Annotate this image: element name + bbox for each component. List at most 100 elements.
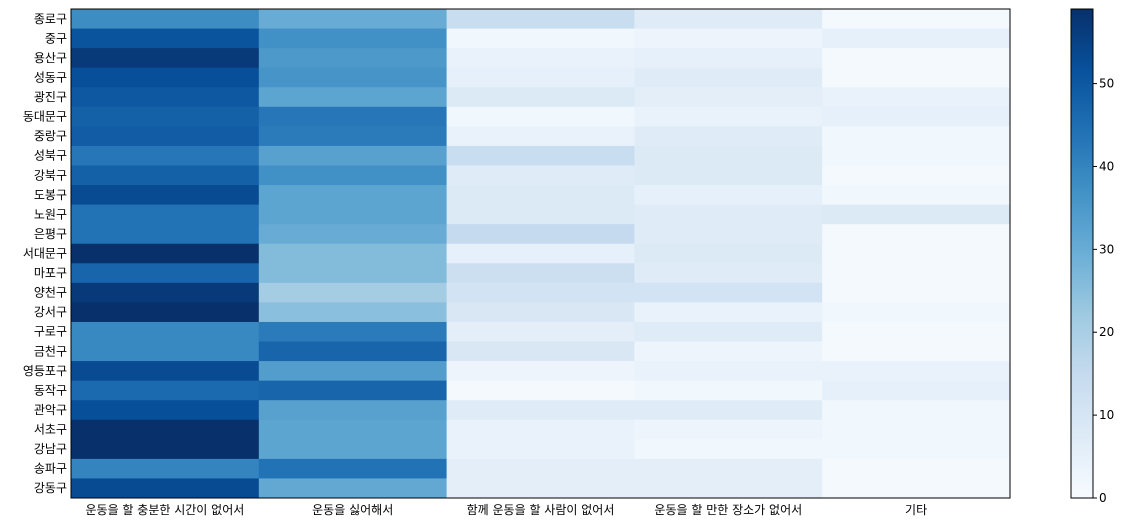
heatmap-cell bbox=[258, 400, 448, 421]
heatmap-cell bbox=[446, 145, 635, 166]
heatmap-cell bbox=[634, 282, 823, 303]
colorbar-tick-label: 50 bbox=[1099, 77, 1114, 91]
heatmap-cell bbox=[446, 400, 635, 421]
heatmap-cell bbox=[634, 341, 823, 362]
heatmap-cell bbox=[71, 67, 260, 88]
heatmap-cell bbox=[634, 224, 823, 245]
heatmap-cell bbox=[71, 48, 260, 69]
heatmap-cell bbox=[822, 478, 1011, 499]
heatmap-cell bbox=[446, 458, 635, 479]
heatmap-cell bbox=[71, 321, 260, 343]
heatmap-cell bbox=[71, 9, 260, 30]
heatmap-cell bbox=[822, 361, 1011, 382]
heatmap-cell bbox=[822, 282, 1011, 303]
heatmap-cell bbox=[446, 87, 635, 108]
y-tick-label: 영등포구 bbox=[23, 364, 67, 378]
heatmap-cell bbox=[71, 145, 260, 166]
y-tick-label: 구로구 bbox=[34, 325, 67, 339]
heatmap-cell bbox=[822, 165, 1011, 186]
heatmap-cell bbox=[71, 302, 260, 323]
heatmap-cell bbox=[446, 126, 635, 147]
heatmap-cell bbox=[71, 341, 260, 362]
y-tick-label: 용산구 bbox=[34, 51, 67, 65]
heatmap-cell bbox=[822, 243, 1011, 264]
heatmap-cell bbox=[71, 419, 260, 440]
heatmap-cell bbox=[446, 341, 635, 362]
heatmap-cell bbox=[634, 106, 823, 127]
heatmap-cell bbox=[822, 341, 1011, 362]
heatmap-cell bbox=[446, 48, 635, 69]
y-tick-label: 성동구 bbox=[34, 70, 67, 84]
heatmap-cell bbox=[71, 361, 260, 382]
heatmap-cell bbox=[71, 87, 260, 108]
heatmap-cell bbox=[634, 321, 823, 343]
y-tick-label: 동작구 bbox=[34, 383, 67, 397]
heatmap-cell bbox=[822, 419, 1011, 440]
y-tick-label: 서초구 bbox=[34, 423, 67, 437]
x-tick-label: 운동을 할 만한 장소가 없어서 bbox=[654, 503, 802, 517]
x-tick-label: 기타 bbox=[905, 503, 927, 517]
heatmap-cell bbox=[71, 126, 260, 147]
y-tick-label: 중랑구 bbox=[34, 129, 67, 143]
heatmap-cell bbox=[446, 204, 635, 225]
heatmap-cell bbox=[258, 282, 448, 303]
heatmap-cell bbox=[258, 185, 448, 206]
heatmap-cell bbox=[258, 380, 448, 401]
heatmap-cell bbox=[446, 419, 635, 440]
y-tick-label: 은평구 bbox=[34, 227, 67, 241]
heatmap-cell bbox=[634, 361, 823, 382]
plot-frame bbox=[70, 8, 1011, 499]
heatmap-cell bbox=[634, 87, 823, 108]
y-tick-label: 종로구 bbox=[34, 12, 67, 26]
y-tick-label: 도봉구 bbox=[34, 188, 67, 202]
heatmap-cell bbox=[258, 439, 448, 460]
heatmap-cell bbox=[258, 243, 448, 264]
heatmap-cell bbox=[446, 165, 635, 186]
heatmap-cell bbox=[258, 478, 448, 499]
y-tick-label: 송파구 bbox=[34, 462, 67, 476]
heatmap-cell bbox=[634, 28, 823, 49]
heatmap-cell bbox=[258, 224, 448, 245]
heatmap-cell bbox=[258, 48, 448, 69]
colorbar-ticks: 0 10 20 30 40 50 bbox=[1093, 77, 1114, 505]
y-tick-label: 중구 bbox=[45, 31, 67, 45]
heatmap-cell bbox=[446, 380, 635, 401]
heatmap-cell bbox=[71, 204, 260, 225]
y-tick-label: 마포구 bbox=[34, 266, 67, 280]
x-tick-label: 함께 운동을 할 사람이 없어서 bbox=[467, 503, 615, 517]
heatmap-cell bbox=[71, 380, 260, 401]
heatmap-cells bbox=[71, 9, 1011, 499]
colorbar-tick-label: 30 bbox=[1099, 242, 1114, 256]
x-axis-labels: 운동을 할 충분한 시간이 없어서 운동을 싫어해서 함께 운동을 할 사람이 없어… bbox=[86, 503, 928, 517]
heatmap-cell bbox=[446, 243, 635, 264]
heatmap-cell bbox=[822, 67, 1011, 88]
heatmap-cell bbox=[634, 400, 823, 421]
y-tick-label: 광진구 bbox=[34, 90, 67, 104]
heatmap-cell bbox=[822, 48, 1011, 69]
y-tick-label: 서대문구 bbox=[23, 247, 67, 261]
heatmap-cell bbox=[71, 282, 260, 303]
heatmap-cell bbox=[71, 106, 260, 127]
colorbar-tick-label: 40 bbox=[1099, 159, 1114, 173]
heatmap-cell bbox=[634, 302, 823, 323]
heatmap-cell bbox=[258, 126, 448, 147]
heatmap-cell bbox=[71, 165, 260, 186]
heatmap-cell bbox=[71, 243, 260, 264]
heatmap-cell bbox=[71, 224, 260, 245]
heatmap-cell bbox=[71, 28, 260, 49]
heatmap-cell bbox=[634, 439, 823, 460]
heatmap-cell bbox=[258, 87, 448, 108]
y-tick-label: 성북구 bbox=[34, 149, 67, 163]
heatmap-cell bbox=[634, 380, 823, 401]
y-axis-labels: 종로구중구용산구성동구광진구동대문구중랑구성북구강북구도봉구노원구은평구서대문구… bbox=[23, 12, 67, 495]
y-tick-label: 관악구 bbox=[34, 403, 67, 417]
heatmap-cell bbox=[446, 224, 635, 245]
heatmap-cell bbox=[258, 302, 448, 323]
heatmap-cell bbox=[446, 263, 635, 284]
heatmap-cell bbox=[446, 478, 635, 499]
y-tick-label: 강남구 bbox=[34, 442, 67, 456]
heatmap-cell bbox=[822, 87, 1011, 108]
y-tick-label: 양천구 bbox=[34, 285, 67, 300]
heatmap-cell bbox=[634, 126, 823, 147]
